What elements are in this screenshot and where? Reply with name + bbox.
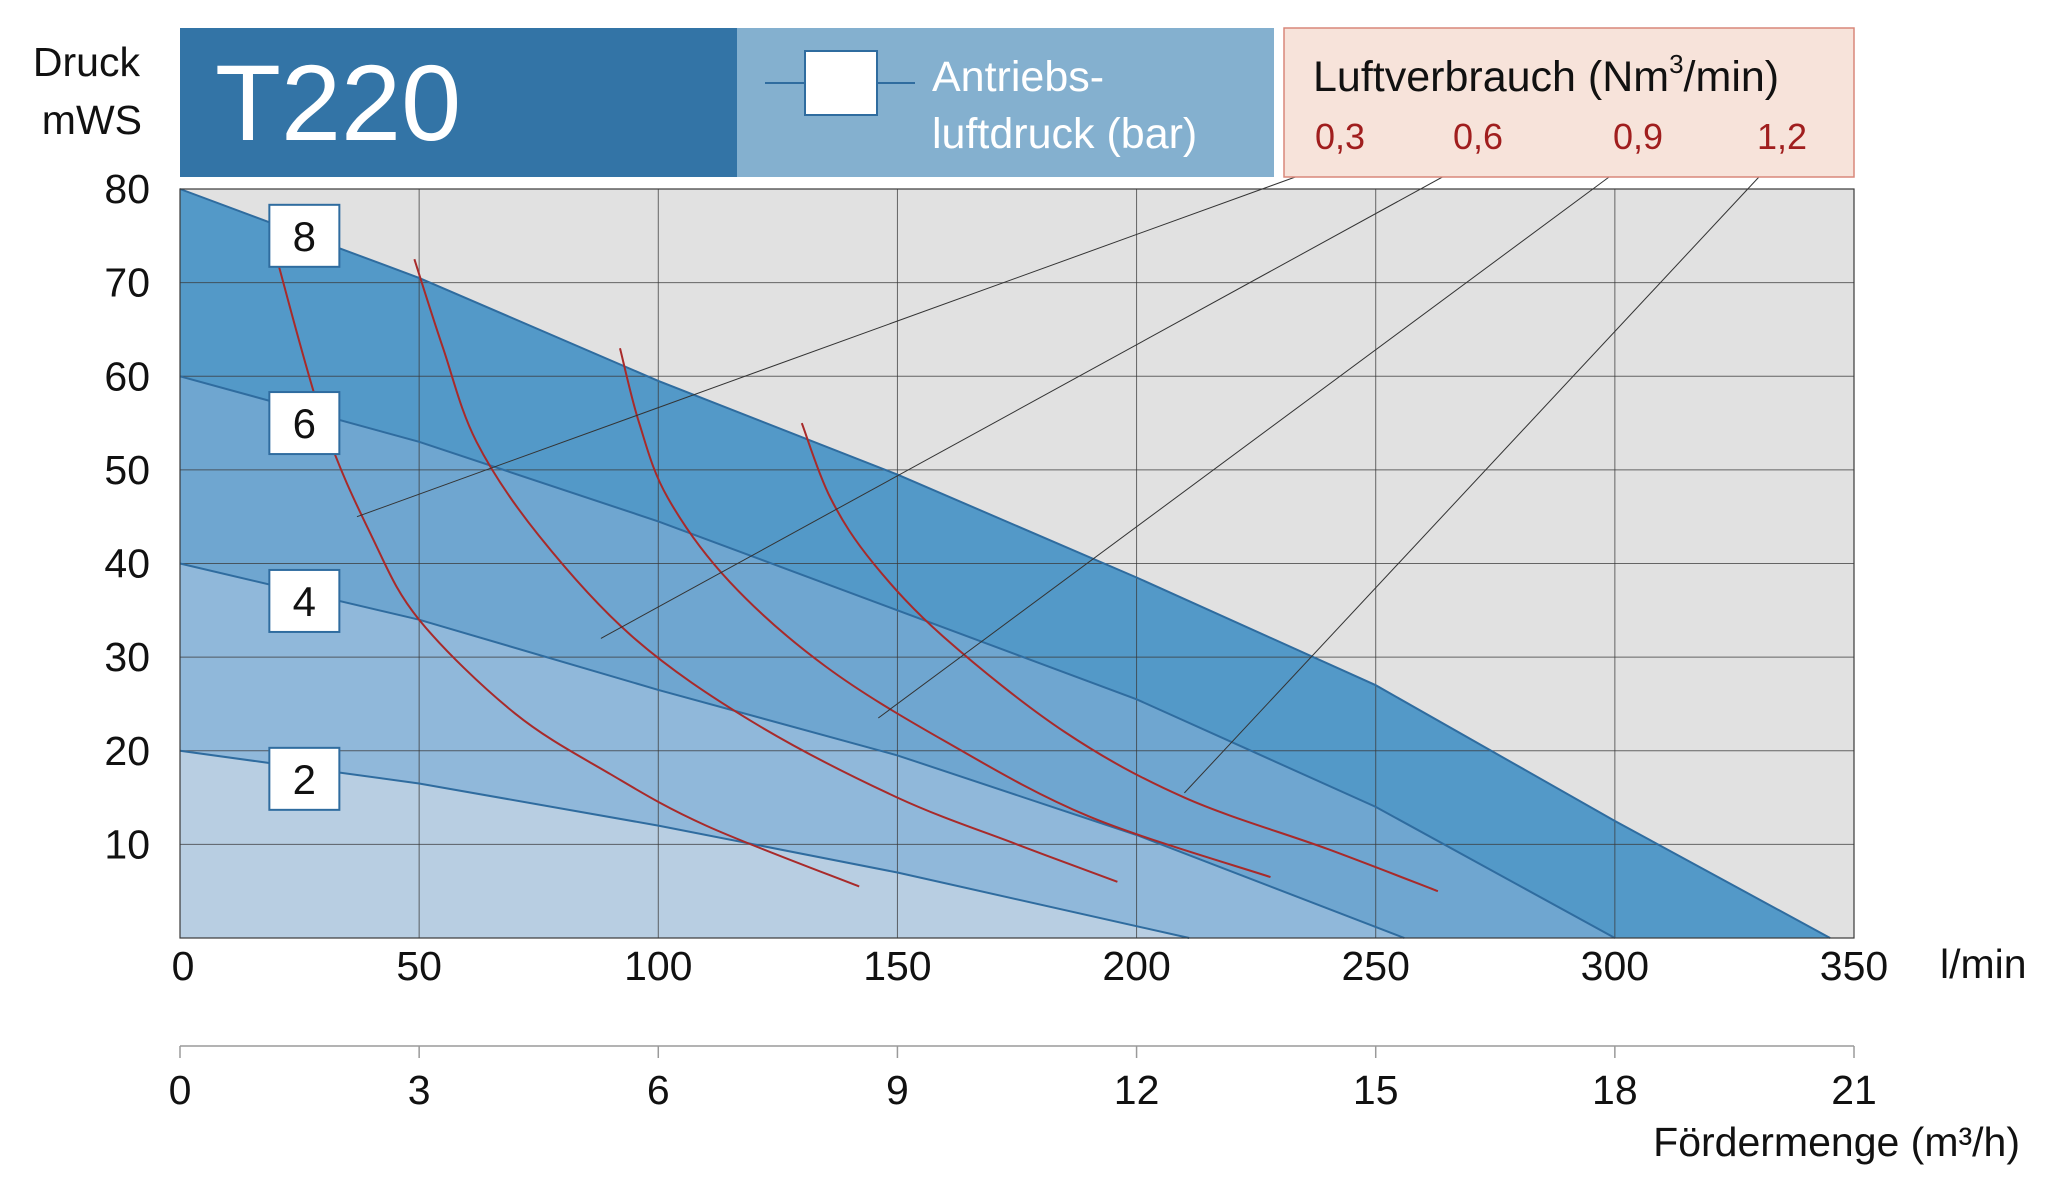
air-consumption-value-0,3: 0,3 [1315,116,1365,157]
x2-tick-label: 0 [169,1067,192,1113]
x-tick-label: 300 [1581,943,1649,989]
x-axis-ticks: 0 50 100 150 200 250 300 350 [172,943,1889,989]
leader-line-0,9 [877,162,1629,719]
x-tick-label: 50 [396,943,442,989]
drive-pressure-curve-8 [179,188,1831,939]
drive-pressure-label-4: 4 [268,568,341,633]
drive-pressure-label-2: 2 [268,746,341,811]
x2-axis-ticks: 0 3 6 9 12 15 18 21 [169,1046,1877,1113]
y-axis-label-line2: mWS [42,97,142,143]
air-consumption-curve-0,9 [619,347,1271,879]
legend-label-box-sample [804,50,878,116]
drive-pressure-label-text: 4 [293,578,316,625]
x-tick-label: 250 [1342,943,1410,989]
x-tick-label: 0 [172,943,195,989]
y-tick-label: 80 [104,166,150,212]
drive-pressure-label-6: 6 [268,391,341,456]
air-consumption-value-0,6: 0,6 [1453,116,1503,157]
drive-pressure-label-text: 6 [293,400,316,447]
y-axis-label-line1: Druck [33,39,141,85]
x2-axis-label: Fördermenge (m³/h) [1653,1119,2020,1165]
y-tick-label: 50 [104,447,150,493]
x-tick-label: 350 [1820,943,1888,989]
legend-drive-pressure-line2: luftdruck (bar) [932,110,1197,158]
drive-pressure-label-text: 2 [293,756,316,803]
drive-pressure-label-text: 8 [293,213,316,260]
x2-tick-label: 9 [886,1067,909,1113]
drive-pressure-label-8: 8 [268,203,341,268]
drive-pressure-labels: 8 6 4 2 [268,203,341,811]
leader-line-0,3 [356,162,1335,518]
grid-lines [180,189,1854,938]
leader-line-1,2 [1184,162,1773,794]
plot-frame [179,188,1855,939]
x2-tick-label: 12 [1114,1067,1160,1113]
y-tick-label: 70 [104,260,150,306]
air-consumption-values: 0,3 0,6 0,9 1,2 [1315,116,1807,157]
legend-drive-pressure-line1: Antriebs- [932,53,1104,101]
drive-pressure-curve-6 [179,375,1616,939]
air-consumption-legend [1283,27,1855,178]
drive-pressure-label-box [268,203,341,268]
y-tick-label: 30 [104,634,150,680]
air-consumption-leader-lines [356,162,1773,794]
drive-pressure-curve-4 [179,562,1405,939]
air-consumption-curve-0,6 [413,258,1118,883]
chart-title: T220 [215,42,461,163]
air-consumption-title: Luftverbrauch (Nm3/min) [1313,49,1779,101]
x2-tick-label: 6 [647,1067,670,1113]
title-box [180,28,737,177]
y-axis-ticks: 80 70 60 50 40 30 20 10 [104,166,150,867]
y-tick-label: 40 [104,541,150,587]
x-tick-label: 100 [624,943,692,989]
air-consumption-value-0,9: 0,9 [1613,116,1663,157]
air-consumption-curve-1,2 [800,422,1439,893]
x-axis-unit: l/min [1940,941,2027,987]
drive-pressure-label-box [268,568,341,633]
y-tick-label: 60 [104,353,150,399]
air-consumption-value-1,2: 1,2 [1757,116,1807,157]
x2-tick-label: 21 [1831,1067,1877,1113]
x2-tick-label: 18 [1592,1067,1638,1113]
leader-line-0,6 [600,162,1469,639]
x2-tick-label: 15 [1353,1067,1399,1113]
y-tick-label: 20 [104,728,150,774]
x2-tick-label: 3 [408,1067,431,1113]
x-tick-label: 150 [863,943,931,989]
x-tick-label: 200 [1102,943,1170,989]
y-tick-label: 10 [104,821,150,867]
drive-pressure-label-box [268,391,341,456]
drive-pressure-label-box [268,746,341,811]
